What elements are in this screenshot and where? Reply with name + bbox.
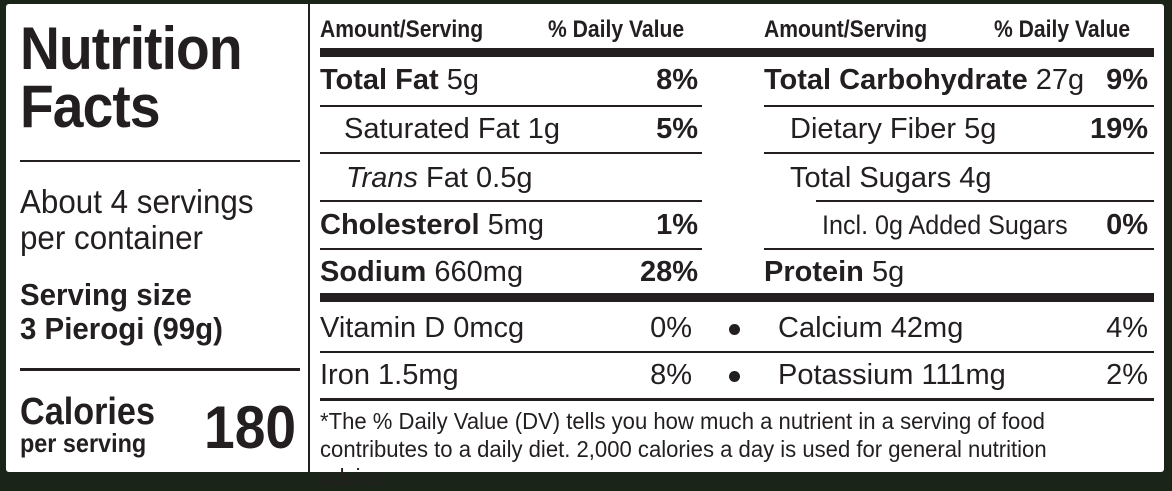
vitamin-d: Vitamin D 0mcg: [320, 312, 525, 344]
divider: [764, 105, 1154, 107]
nutrient-sodium: Sodium 660mg: [320, 256, 524, 288]
servings-line-2: per container: [20, 219, 203, 256]
left-amount-header: Amount/Serving: [320, 16, 484, 43]
potassium-dv: 2%: [1106, 359, 1148, 391]
nutrient-total-carbohydrate: Total Carbohydrate 27g: [764, 64, 1085, 96]
title-line-1: Nutrition: [20, 15, 243, 82]
nutrient-cholesterol: Cholesterol 5mg: [320, 209, 545, 241]
nutrient-added-sugars: Incl. 0g Added Sugars: [822, 210, 1068, 240]
nutrient-saturated-fat: Saturated Fat 1g: [344, 113, 561, 145]
divider: [320, 105, 702, 107]
calcium-dv: 4%: [1106, 312, 1148, 344]
daily-value-footnote: *The % Daily Value (DV) tells you how mu…: [320, 408, 1047, 490]
calcium: Calcium 42mg: [778, 312, 964, 344]
serving-size: Serving size 3 Pierogi (99g): [20, 278, 223, 346]
nutrition-facts-title: Nutrition Facts: [20, 15, 243, 140]
sodium-dv: 28%: [639, 256, 698, 288]
calories-subtitle: per serving: [20, 428, 147, 458]
nutrient-total-sugars: Total Sugars 4g: [790, 162, 992, 194]
left-dv-header: % Daily Value: [548, 16, 685, 43]
divider: [320, 152, 702, 154]
panel-divider: [308, 4, 310, 472]
calories-label: Calories per serving: [20, 391, 155, 458]
right-dv-header: % Daily Value: [994, 16, 1131, 43]
serving-size-value: 3 Pierogi (99g): [20, 311, 223, 346]
servings-per-container: About 4 servings per container: [20, 184, 254, 256]
right-amount-header: Amount/Serving: [764, 16, 928, 43]
servings-line-1: About 4 servings: [20, 183, 254, 220]
cholesterol-dv: 1%: [656, 209, 698, 241]
divider: [320, 351, 1154, 353]
total-carbohydrate-dv: 9%: [1106, 64, 1148, 96]
iron: Iron 1.5mg: [320, 359, 459, 391]
iron-dv: 8%: [650, 359, 692, 391]
nutrient-trans-fat: Trans Fat 0.5g: [346, 162, 533, 194]
vitamin-d-dv: 0%: [650, 312, 692, 344]
title-line-2: Facts: [20, 73, 161, 140]
dietary-fiber-dv: 19%: [1089, 113, 1148, 145]
added-sugars-dv: 0%: [1106, 209, 1148, 241]
divider: [20, 368, 300, 371]
calories-title: Calories: [20, 391, 155, 433]
bullet-icon: [729, 371, 740, 382]
nutrient-dietary-fiber: Dietary Fiber 5g: [790, 113, 997, 145]
bullet-icon: [729, 324, 740, 335]
serving-size-label: Serving size: [20, 277, 192, 312]
divider: [320, 398, 1154, 401]
divider: [320, 248, 702, 250]
divider: [320, 200, 702, 202]
divider: [20, 160, 300, 162]
divider: [764, 248, 1154, 250]
total-fat-dv: 8%: [656, 64, 698, 96]
divider: [764, 152, 1154, 154]
header-rule: [320, 48, 1154, 57]
divider: [816, 200, 1154, 202]
label-left-panel: Nutrition Facts About 4 servings per con…: [20, 4, 300, 472]
calories-value: 180: [203, 394, 296, 461]
nutrition-label: Nutrition Facts About 4 servings per con…: [6, 4, 1164, 490]
potassium: Potassium 111mg: [778, 359, 1006, 391]
nutrient-protein: Protein 5g: [764, 256, 905, 288]
nutrient-total-fat: Total Fat 5g: [320, 64, 480, 96]
saturated-fat-dv: 5%: [656, 113, 698, 145]
vitamins-rule: [320, 293, 1154, 302]
